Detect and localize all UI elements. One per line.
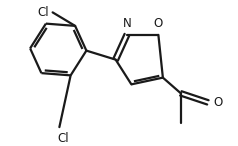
Text: O: O [154,17,163,30]
Text: O: O [213,96,223,109]
Text: Cl: Cl [57,132,69,145]
Text: Cl: Cl [38,6,49,19]
Text: N: N [123,17,131,30]
